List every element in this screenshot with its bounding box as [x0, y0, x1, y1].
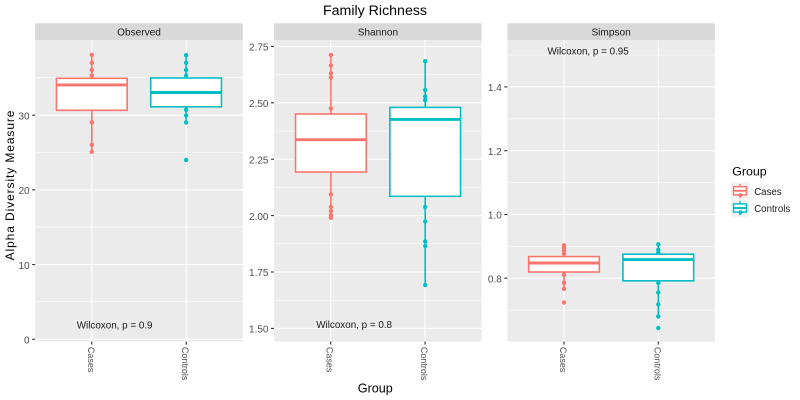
- svg-text:Family Richness: Family Richness: [323, 3, 427, 19]
- svg-text:Simpson: Simpson: [591, 28, 630, 39]
- svg-text:20: 20: [18, 186, 30, 197]
- svg-text:2.25: 2.25: [249, 155, 269, 166]
- svg-text:Cases: Cases: [86, 347, 96, 373]
- svg-text:Group: Group: [358, 382, 393, 396]
- svg-text:30: 30: [18, 111, 30, 122]
- svg-text:Wilcoxon, p = 0.8: Wilcoxon, p = 0.8: [316, 320, 392, 331]
- svg-text:Cases: Cases: [558, 347, 568, 373]
- svg-text:Observed: Observed: [117, 28, 161, 39]
- svg-text:0.8: 0.8: [488, 274, 502, 285]
- svg-text:10: 10: [18, 261, 30, 272]
- svg-text:1.75: 1.75: [249, 268, 269, 279]
- svg-text:Controls: Controls: [419, 347, 429, 381]
- svg-text:Wilcoxon, p = 0.9: Wilcoxon, p = 0.9: [77, 320, 153, 331]
- svg-text:Alpha Diversity Measure: Alpha Diversity Measure: [3, 110, 17, 261]
- svg-text:0: 0: [24, 336, 30, 347]
- svg-text:Controls: Controls: [754, 204, 790, 215]
- svg-text:2.00: 2.00: [249, 212, 269, 223]
- svg-text:Controls: Controls: [180, 347, 190, 381]
- svg-text:Cases: Cases: [754, 187, 782, 198]
- svg-text:1.2: 1.2: [488, 147, 502, 158]
- svg-text:1.50: 1.50: [249, 325, 269, 336]
- svg-text:2.50: 2.50: [249, 99, 269, 110]
- svg-text:Wilcoxon, p = 0.95: Wilcoxon, p = 0.95: [548, 46, 630, 57]
- svg-text:Shannon: Shannon: [358, 28, 398, 39]
- svg-text:2.75: 2.75: [249, 43, 269, 54]
- svg-text:Group: Group: [732, 165, 767, 179]
- svg-text:1.0: 1.0: [488, 211, 502, 222]
- svg-text:1.4: 1.4: [488, 83, 502, 94]
- svg-text:Controls: Controls: [652, 347, 662, 381]
- svg-text:Cases: Cases: [325, 347, 335, 373]
